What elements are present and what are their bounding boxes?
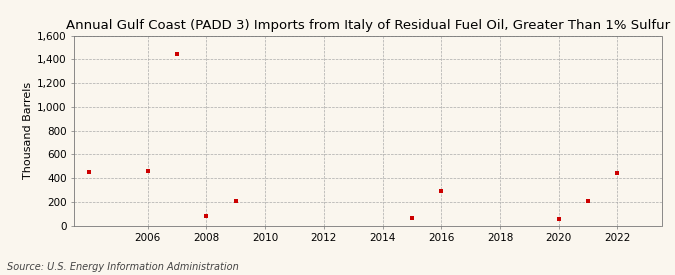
Point <box>230 198 241 203</box>
Point <box>554 217 564 221</box>
Point <box>612 170 623 175</box>
Point <box>84 170 95 174</box>
Point <box>171 51 182 56</box>
Title: Annual Gulf Coast (PADD 3) Imports from Italy of Residual Fuel Oil, Greater Than: Annual Gulf Coast (PADD 3) Imports from … <box>65 19 670 32</box>
Point <box>142 169 153 173</box>
Point <box>406 216 417 220</box>
Point <box>436 189 447 193</box>
Point <box>583 198 593 203</box>
Y-axis label: Thousand Barrels: Thousand Barrels <box>23 82 33 179</box>
Point <box>201 214 212 218</box>
Text: Source: U.S. Energy Information Administration: Source: U.S. Energy Information Administ… <box>7 262 238 272</box>
